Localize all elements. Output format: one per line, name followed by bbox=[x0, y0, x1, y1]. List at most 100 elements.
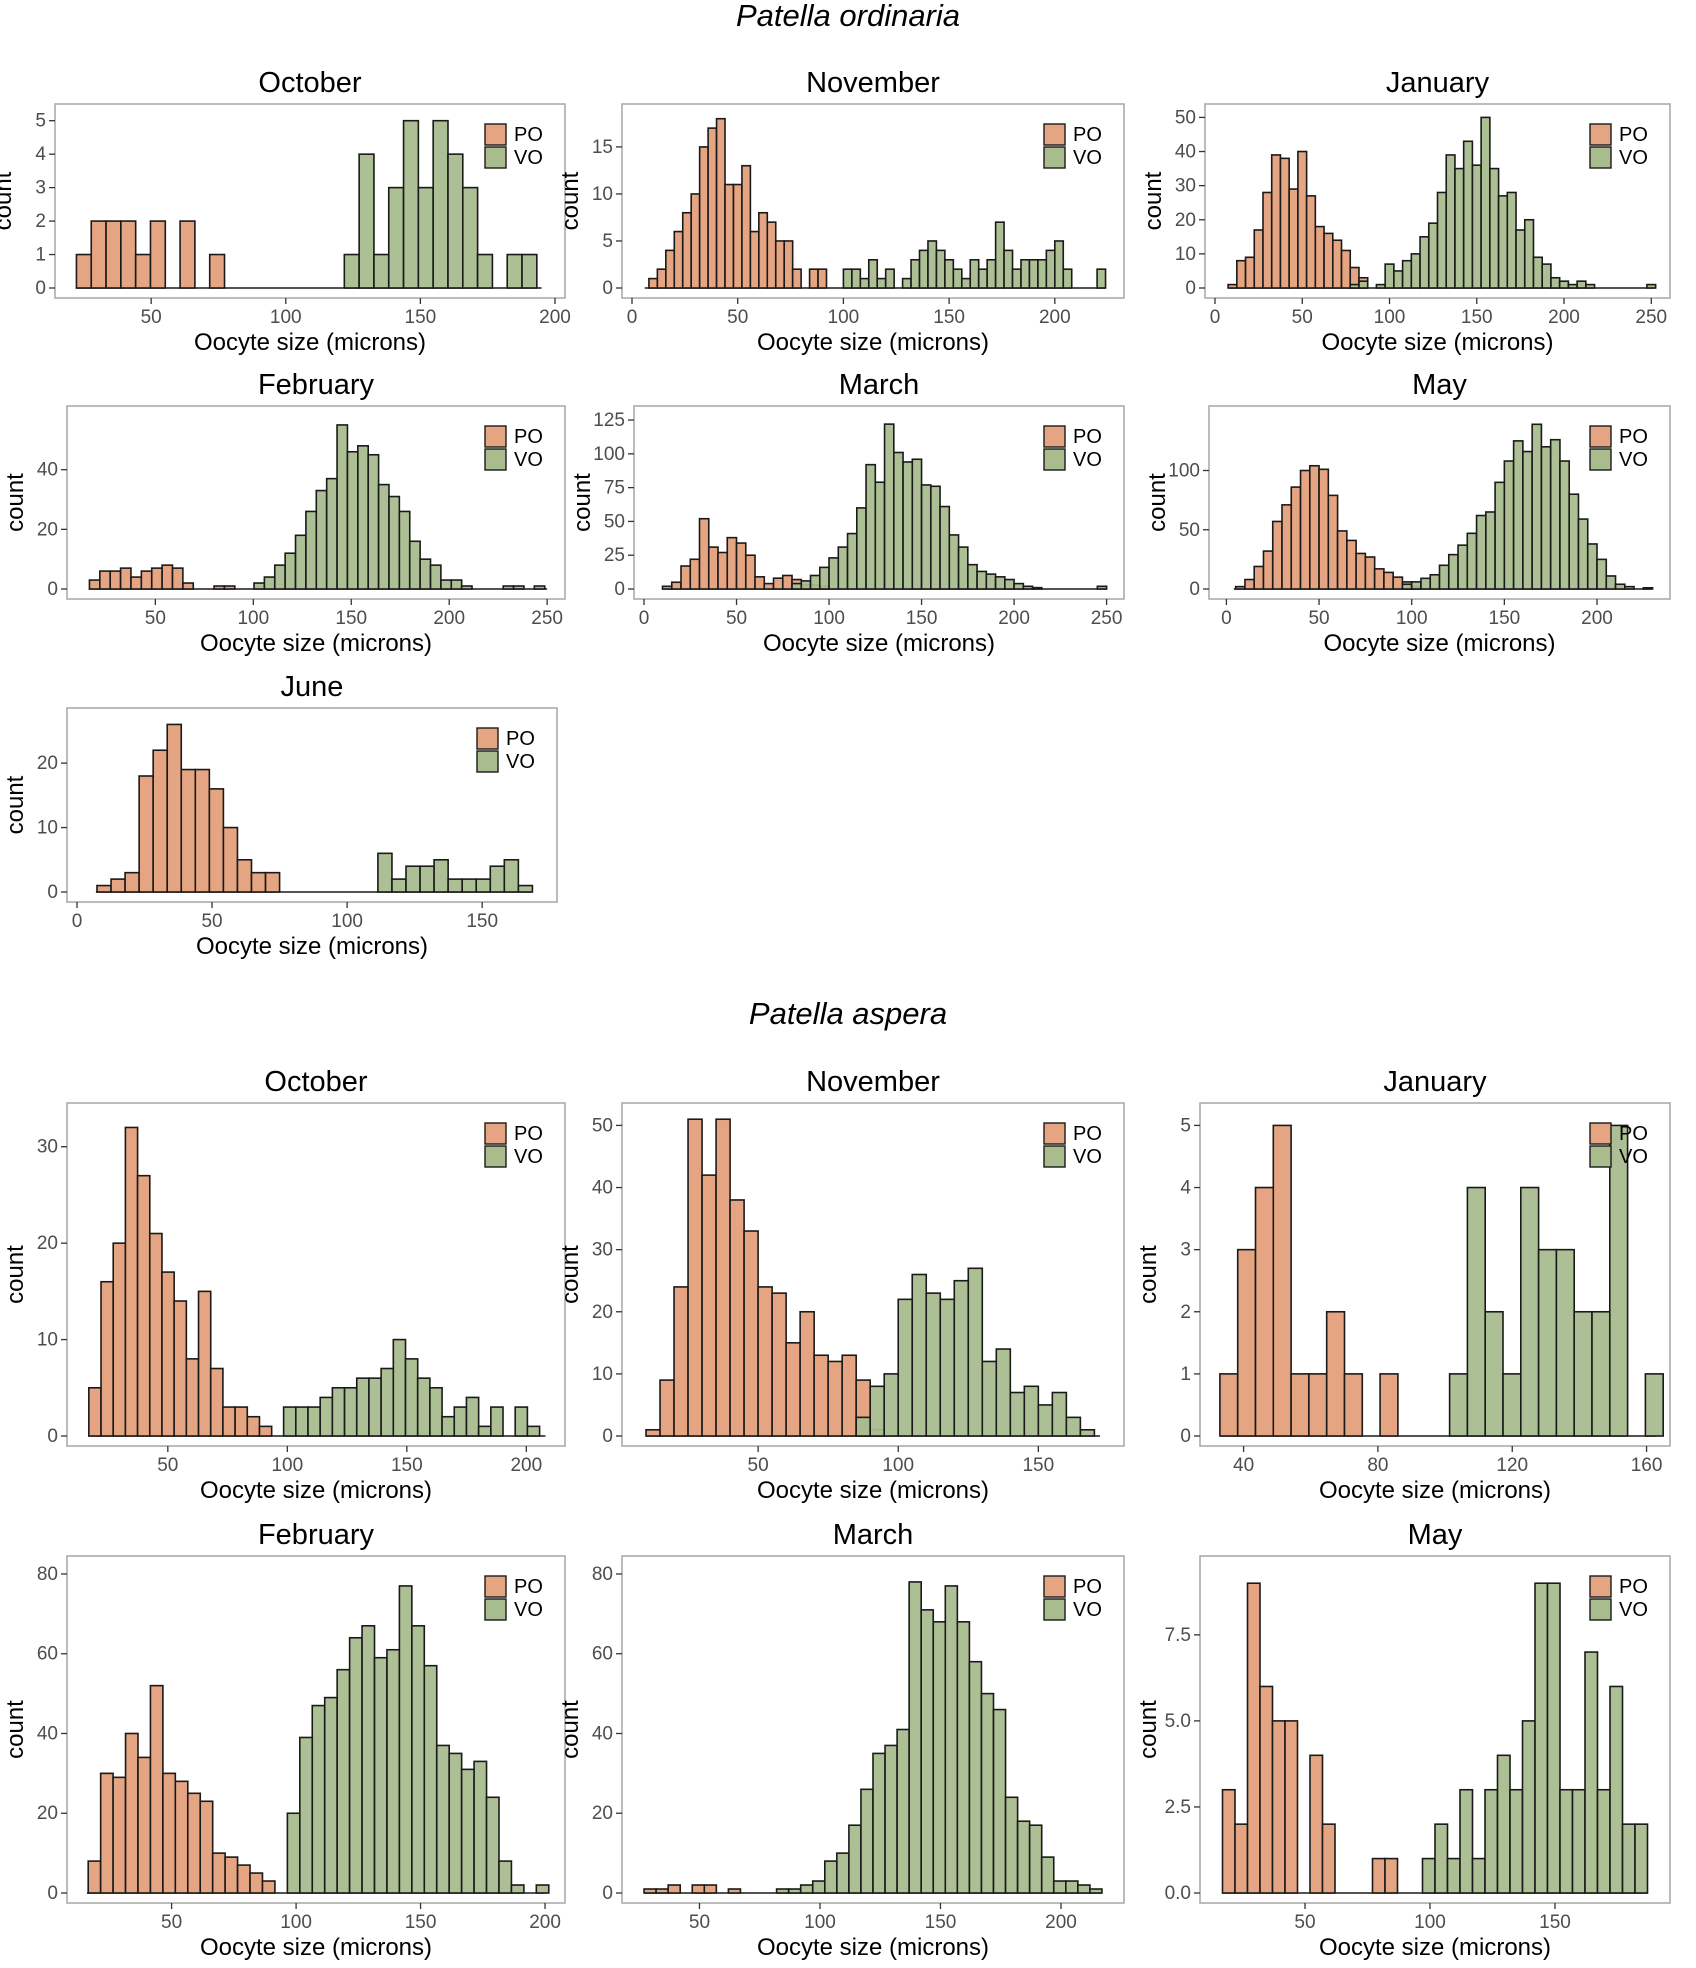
chart0-title: October bbox=[258, 67, 361, 99]
chart1-vo-bar bbox=[1011, 268, 1022, 289]
chart9-x-tick-label: 40 bbox=[1233, 1455, 1254, 1476]
chart3-vo-bar bbox=[325, 477, 338, 590]
chart5-x-axis-label: Oocyte size (microns) bbox=[1323, 630, 1555, 657]
chart10-po-bar bbox=[162, 1772, 177, 1894]
chart9-legend-swatch-vo bbox=[1589, 1145, 1612, 1168]
chart3-vo-bar bbox=[408, 540, 421, 590]
chart0-x-axis-label: Oocyte size (microns) bbox=[194, 329, 426, 356]
chart8-vo-bar bbox=[869, 1385, 886, 1437]
chart10-vo-bar bbox=[498, 1860, 513, 1894]
chart9-vo-bar bbox=[1573, 1310, 1593, 1437]
chart6-po-bar bbox=[124, 871, 140, 893]
chart5-may-panel: 0 50 100 0 50 100 150 200 May Oocyte size (micron… bbox=[1144, 369, 1671, 657]
chart6-title: June bbox=[281, 671, 344, 703]
chart2-vo-bar bbox=[1541, 263, 1552, 289]
chart5-vo-bar bbox=[1642, 587, 1654, 590]
chart11-vo-bar bbox=[944, 1585, 959, 1894]
chart6-po-bar bbox=[152, 749, 169, 893]
chart8-po-bar bbox=[673, 1286, 689, 1437]
chart10-vo-bar bbox=[423, 1664, 438, 1894]
chart4-legend-swatch-vo bbox=[1043, 448, 1066, 471]
chart2-vo-bar bbox=[1489, 167, 1500, 289]
chart1-vo-bar bbox=[960, 277, 972, 289]
chart8-po-bar bbox=[757, 1286, 773, 1437]
section-title-aspera: Patella aspera bbox=[749, 996, 947, 1031]
chart2-po-bar bbox=[1323, 232, 1334, 289]
chart8-y-tick-label: 30 bbox=[592, 1240, 613, 1261]
chart11-vo-bar bbox=[775, 1888, 790, 1894]
chart7-vo-bar bbox=[441, 1415, 456, 1437]
chart2-x-tick-label: 200 bbox=[1548, 307, 1580, 328]
chart2-y-tick-label: 0 bbox=[1185, 278, 1196, 299]
chart3-vo-bar bbox=[346, 450, 359, 590]
chart9-legend-swatch-po bbox=[1589, 1122, 1612, 1145]
chart7-y-tick-label: 30 bbox=[37, 1137, 58, 1158]
chart6-po-bar bbox=[194, 768, 211, 893]
chart3-x-tick-label: 200 bbox=[433, 608, 465, 629]
chart4-vo-bar bbox=[1096, 585, 1108, 590]
chart12-vo-bar bbox=[1596, 1788, 1611, 1894]
chart5-vo-bar bbox=[1485, 511, 1496, 590]
chart5-po-bar bbox=[1262, 550, 1274, 590]
chart0-po-bar bbox=[179, 220, 196, 289]
chart2-vo-bar bbox=[1462, 140, 1474, 289]
chart10-legend-label-po: PO bbox=[514, 1576, 543, 1598]
chart1-vo-bar bbox=[851, 268, 862, 289]
chart9-x-tick-label: 160 bbox=[1631, 1455, 1663, 1476]
chart10-po-bar bbox=[236, 1864, 251, 1894]
chart4-x-tick-label: 250 bbox=[1091, 608, 1123, 629]
chart2-legend-swatch-vo bbox=[1589, 146, 1612, 169]
chart4-po-bar bbox=[680, 565, 692, 590]
chart0-y-tick-label: 0 bbox=[35, 278, 46, 299]
chart6-x-tick-label: 150 bbox=[466, 911, 498, 932]
chart2-vo-bar bbox=[1576, 280, 1587, 289]
chart1-po-bar bbox=[673, 230, 684, 289]
chart2-x-tick-label: 0 bbox=[1210, 307, 1221, 328]
chart8-legend-swatch-po bbox=[1043, 1122, 1066, 1145]
chart12-po-bar bbox=[1246, 1582, 1261, 1894]
chart5-vo-bar bbox=[1596, 558, 1608, 590]
chart8-vo-bar bbox=[1037, 1404, 1054, 1437]
chart4-vo-bar bbox=[1013, 582, 1025, 590]
chart2-x-axis-label: Oocyte size (microns) bbox=[1321, 329, 1553, 356]
chart8-y-tick-label: 0 bbox=[602, 1426, 613, 1447]
chart8-po-bar bbox=[659, 1379, 675, 1437]
chart9-january-panel: 0 1 2 3 4 5 40 80 120 160 January Oocyte size (micr… bbox=[1135, 1066, 1671, 1504]
chart4-po-bar bbox=[772, 577, 784, 590]
chart5-vo-bar bbox=[1623, 585, 1635, 590]
chart4-y-tick-label: 75 bbox=[604, 478, 625, 499]
chart4-vo-bar bbox=[985, 573, 997, 590]
chart8-vo-bar bbox=[995, 1348, 1012, 1437]
chart12-po-bar bbox=[1321, 1823, 1336, 1894]
chart9-vo-bar bbox=[1448, 1373, 1469, 1437]
chart9-legend-label-po: PO bbox=[1619, 1123, 1648, 1145]
chart2-vo-bar bbox=[1445, 154, 1456, 289]
chart4-vo-bar bbox=[883, 423, 895, 590]
chart12-vo-bar bbox=[1509, 1788, 1524, 1894]
chart5-y-tick-label: 0 bbox=[1189, 579, 1200, 600]
chart10-y-tick-label: 40 bbox=[37, 1723, 58, 1744]
chart5-vo-bar bbox=[1512, 440, 1524, 590]
chart6-x-tick-label: 50 bbox=[201, 911, 222, 932]
chart7-po-bar bbox=[222, 1406, 236, 1437]
chart7-x-tick-label: 200 bbox=[510, 1455, 542, 1476]
chart3-y-tick-label: 0 bbox=[47, 579, 58, 600]
chart7-po-bar bbox=[185, 1358, 200, 1437]
chart9-vo-bar bbox=[1502, 1373, 1522, 1437]
chart5-po-bar bbox=[1336, 530, 1348, 590]
chart3-po-bar bbox=[171, 567, 184, 590]
chart11-vo-bar bbox=[980, 1692, 995, 1894]
chart9-po-bar bbox=[1219, 1373, 1239, 1437]
chart5-po-bar bbox=[1346, 539, 1357, 590]
chart3-vo-bar bbox=[294, 534, 307, 590]
chart0-po-bar bbox=[90, 220, 107, 289]
chart10-vo-bar bbox=[311, 1704, 326, 1894]
chart3-po-bar bbox=[119, 567, 132, 590]
chart0-legend-swatch-po bbox=[484, 123, 507, 146]
chart10-vo-bar bbox=[485, 1796, 500, 1894]
chart3-po-bar bbox=[223, 585, 236, 590]
chart4-y-tick-label: 100 bbox=[593, 444, 625, 465]
